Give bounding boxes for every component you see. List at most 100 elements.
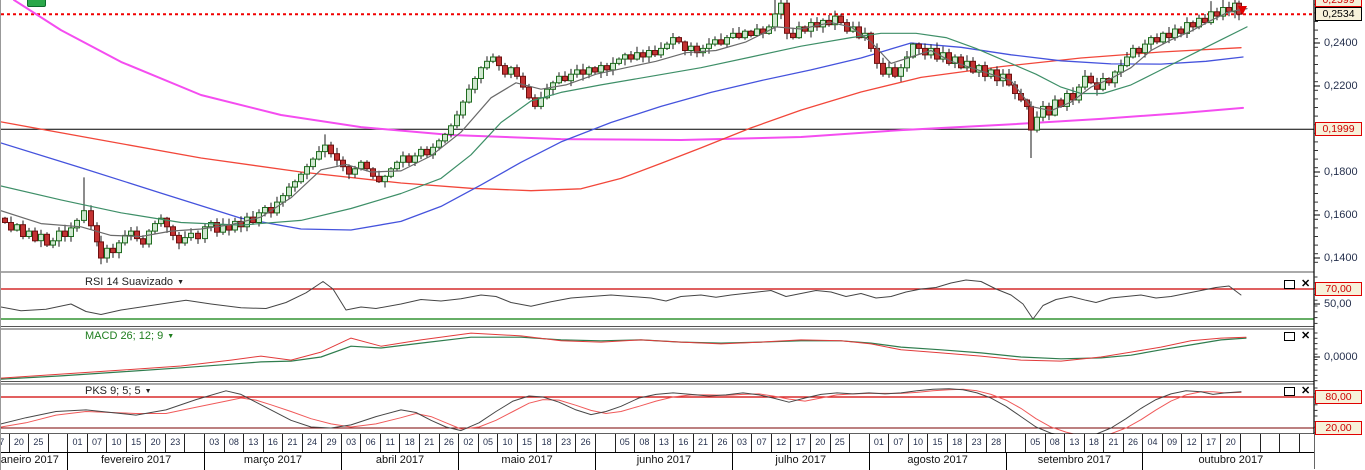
date-cell: 02 bbox=[459, 434, 479, 452]
alert-price-box[interactable]: 20,00 bbox=[1315, 421, 1362, 435]
axis-tick-label: 0,2200 bbox=[1324, 80, 1358, 92]
date-cell: 01 bbox=[68, 434, 88, 452]
date-cell: 10 bbox=[909, 434, 929, 452]
month-cell: março 2017 bbox=[205, 452, 342, 470]
date-cell: 15 bbox=[518, 434, 538, 452]
month-cell: janeiro 2017 bbox=[1, 452, 69, 470]
date-cell: 05 bbox=[616, 434, 636, 452]
date-cell: 20 bbox=[811, 434, 831, 452]
date-cell bbox=[850, 434, 870, 452]
month-cell: setembro 2017 bbox=[1007, 452, 1144, 470]
rsi-indicator-label-text: RSI 14 Suavizado bbox=[85, 276, 174, 288]
close-pane-button[interactable]: ✕ bbox=[1301, 278, 1311, 290]
date-cell: 17 bbox=[1, 434, 10, 452]
maximize-pane-button[interactable] bbox=[1284, 280, 1295, 289]
date-cell: 06 bbox=[361, 434, 381, 452]
date-cell: 23 bbox=[166, 434, 186, 452]
rsi-pane-controls: ✕ bbox=[1284, 279, 1310, 290]
month-cell: outubro 2017 bbox=[1143, 452, 1314, 470]
alert-price-box[interactable]: 0,2599 bbox=[1315, 0, 1362, 7]
date-cell: 29 bbox=[322, 434, 342, 452]
date-cell: 18 bbox=[948, 434, 968, 452]
date-cell: 08 bbox=[1046, 434, 1066, 452]
date-cell: 25 bbox=[29, 434, 49, 452]
alert-price-box[interactable]: 80,00 bbox=[1315, 390, 1362, 404]
close-pane-button[interactable]: ✕ bbox=[1301, 385, 1311, 397]
date-cell: 07 bbox=[752, 434, 772, 452]
date-cell: 21 bbox=[1104, 434, 1124, 452]
date-cell: 04 bbox=[1143, 434, 1163, 452]
date-cell: 18 bbox=[537, 434, 557, 452]
ma-magenta bbox=[13, 0, 1244, 141]
month-cell: junho 2017 bbox=[596, 452, 733, 470]
date-cell bbox=[1280, 434, 1300, 452]
macd-pane-controls: ✕ bbox=[1284, 331, 1310, 342]
dropdown-arrow-icon: ▼ bbox=[144, 387, 152, 395]
date-cell: 16 bbox=[264, 434, 284, 452]
axis-tick-label: 0,0000 bbox=[1324, 351, 1358, 363]
date-cell: 28 bbox=[987, 434, 1007, 452]
clipped-toolbar-button[interactable] bbox=[27, 0, 46, 7]
date-cell: 09 bbox=[1163, 434, 1183, 452]
date-cell: 11 bbox=[381, 434, 401, 452]
date-cell bbox=[49, 434, 69, 452]
day-row: 1720250107101520230308131621242903061118… bbox=[1, 434, 1314, 453]
price-pane bbox=[1, 0, 1314, 265]
rsi-indicator-label[interactable]: RSI 14 Suavizado ▼ bbox=[85, 276, 184, 288]
date-cell: 08 bbox=[225, 434, 245, 452]
date-cell: 17 bbox=[1202, 434, 1222, 452]
alert-price-box[interactable]: 0,1999 bbox=[1315, 122, 1362, 136]
month-cell: agosto 2017 bbox=[870, 452, 1007, 470]
candlesticks bbox=[2, 0, 1242, 265]
month-cell: julho 2017 bbox=[733, 452, 870, 470]
date-cell: 13 bbox=[655, 434, 675, 452]
macd-indicator-label-text: MACD 26; 12; 9 bbox=[85, 330, 164, 342]
date-cell: 25 bbox=[831, 434, 851, 452]
date-cell: 21 bbox=[283, 434, 303, 452]
maximize-pane-button[interactable] bbox=[1284, 332, 1295, 341]
month-cell: abril 2017 bbox=[342, 452, 460, 470]
date-axis: 1720250107101520230308131621242903061118… bbox=[1, 434, 1314, 470]
ma-gray bbox=[1, 8, 1248, 238]
ma-red bbox=[1, 47, 1242, 192]
date-cell: 15 bbox=[928, 434, 948, 452]
ma-green bbox=[1, 26, 1248, 226]
date-cell: 07 bbox=[88, 434, 108, 452]
date-cell bbox=[596, 434, 616, 452]
date-cell: 23 bbox=[967, 434, 987, 452]
axis-ticks bbox=[1313, 0, 1320, 469]
date-cell: 05 bbox=[479, 434, 499, 452]
last-price-arrow-icon bbox=[1238, 6, 1247, 15]
axis-tick-label: 0,2400 bbox=[1324, 37, 1358, 49]
axis-tick-label: 0,1400 bbox=[1324, 252, 1358, 264]
date-cell bbox=[1006, 434, 1026, 452]
date-cell: 16 bbox=[674, 434, 694, 452]
date-cell: 10 bbox=[107, 434, 127, 452]
date-cell: 17 bbox=[791, 434, 811, 452]
date-cell bbox=[1261, 434, 1281, 452]
alert-price-box[interactable]: 70,00 bbox=[1315, 282, 1362, 296]
date-cell: 15 bbox=[127, 434, 147, 452]
date-cell: 03 bbox=[342, 434, 362, 452]
macd-indicator-label[interactable]: MACD 26; 12; 9 ▼ bbox=[85, 330, 174, 342]
date-cell: 12 bbox=[772, 434, 792, 452]
date-cell: 03 bbox=[733, 434, 753, 452]
date-cell: 26 bbox=[713, 434, 733, 452]
date-cell: 24 bbox=[303, 434, 323, 452]
date-cell: 10 bbox=[498, 434, 518, 452]
date-cell: 07 bbox=[889, 434, 909, 452]
axis-tick-label: 50,00 bbox=[1324, 298, 1352, 310]
date-cell: 21 bbox=[694, 434, 714, 452]
date-cell bbox=[185, 434, 206, 452]
pks-pane bbox=[1, 388, 1314, 434]
dropdown-arrow-icon: ▼ bbox=[167, 332, 175, 340]
month-cell: maio 2017 bbox=[459, 452, 597, 470]
close-pane-button[interactable]: ✕ bbox=[1301, 330, 1311, 342]
dropdown-arrow-icon: ▼ bbox=[177, 278, 184, 286]
pks-indicator-label[interactable]: PKS 9; 5; 5 ▼ bbox=[85, 385, 152, 397]
date-cell: 13 bbox=[244, 434, 264, 452]
maximize-pane-button[interactable] bbox=[1284, 387, 1295, 396]
last-price-box[interactable]: 0,2534 bbox=[1315, 7, 1362, 21]
